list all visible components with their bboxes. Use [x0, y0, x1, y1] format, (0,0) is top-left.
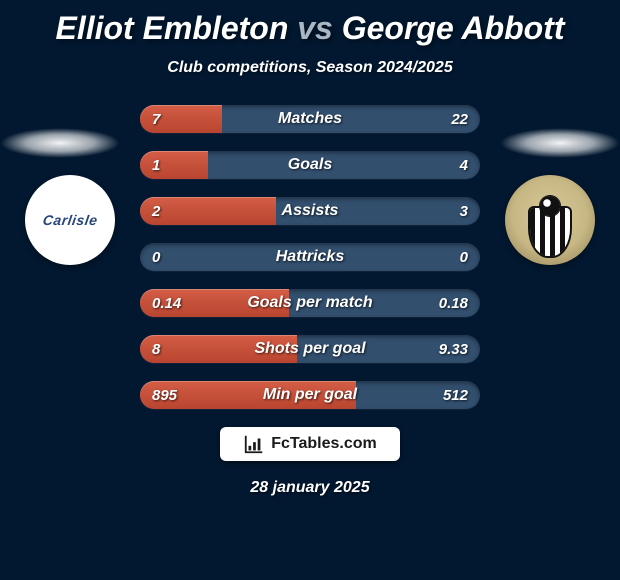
stat-value-left: 7 [152, 105, 160, 133]
stat-row: 895512Min per goal [140, 381, 480, 409]
page-title: Elliot Embleton vs George Abbott [0, 0, 620, 47]
stat-row: 0 0Hattricks [140, 243, 480, 271]
stat-value-left: 1 [152, 151, 160, 179]
stat-value-right: 512 [443, 381, 468, 409]
football-icon [540, 196, 560, 216]
club-right-shield-icon [530, 208, 570, 256]
stat-value-left: 0.14 [152, 289, 181, 317]
stat-row: 89.33Shots per goal [140, 335, 480, 363]
stat-row: 23Assists [140, 197, 480, 225]
subtitle: Club competitions, Season 2024/2025 [0, 59, 620, 77]
stat-value-right: 0 [460, 243, 468, 271]
club-left-label: Carlisle [42, 212, 99, 228]
stats-bars: 722Matches14Goals23Assists00Hattricks0.1… [140, 105, 480, 409]
club-crest-right [505, 175, 595, 265]
stat-value-right: 3 [460, 197, 468, 225]
halo-left [0, 128, 120, 158]
stat-fill-left [140, 197, 276, 225]
stat-value-right: 22 [451, 105, 468, 133]
stat-row: 0.140.18Goals per match [140, 289, 480, 317]
halo-right [500, 128, 620, 158]
player1-name: Elliot Embleton [55, 10, 288, 46]
brand-pill: FcTables.com [220, 427, 400, 461]
stat-row: 722Matches [140, 105, 480, 133]
chart-icon [243, 433, 265, 455]
stat-value-right: 9.33 [439, 335, 468, 363]
stat-value-left: 0 [152, 243, 160, 271]
stat-label: Hattricks [140, 243, 480, 271]
date-text: 28 january 2025 [0, 479, 620, 497]
stat-value-left: 8 [152, 335, 160, 363]
stat-fill-left [140, 335, 297, 363]
stat-value-left: 2 [152, 197, 160, 225]
stat-row: 14Goals [140, 151, 480, 179]
club-crest-left: Carlisle [25, 175, 115, 265]
player2-name: George Abbott [342, 10, 565, 46]
stat-value-right: 0.18 [439, 289, 468, 317]
stat-value-left: 895 [152, 381, 177, 409]
stat-fill-left [140, 151, 208, 179]
vs-text: vs [297, 10, 333, 46]
brand-text: FcTables.com [271, 435, 377, 453]
stat-value-right: 4 [460, 151, 468, 179]
